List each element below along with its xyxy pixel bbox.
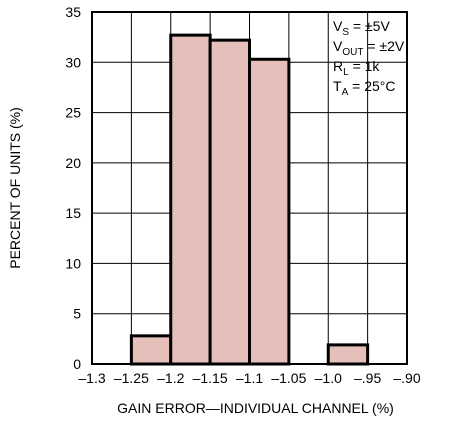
y-tick-labels: 0 5 10 15 20 25 30 35 — [65, 4, 81, 372]
y-tick-label: 30 — [65, 54, 81, 70]
x-tick-label: –.95 — [354, 370, 381, 386]
x-tick-labels: –1.3 –1.25 –1.2 –1.15 –1.1 –1.05 –1.0 –.95 –.90 — [78, 370, 420, 386]
y-tick-label: 35 — [65, 4, 81, 20]
x-axis-title: GAIN ERROR—INDIVIDUAL CHANNEL (%) — [117, 400, 394, 416]
y-tick-label: 15 — [65, 205, 81, 221]
y-tick-label: 5 — [73, 306, 81, 322]
x-tick-label: –1.15 — [193, 370, 228, 386]
x-tick-label: –1.3 — [78, 370, 105, 386]
condition-line: TA = 25°C — [333, 78, 395, 98]
x-tick-label: –1.25 — [114, 370, 149, 386]
histogram-bar — [326, 343, 370, 366]
histogram-bar — [248, 57, 291, 366]
y-tick-label: 10 — [65, 255, 81, 271]
histogram-bar — [208, 38, 251, 366]
x-tick-label: –1.0 — [315, 370, 342, 386]
x-tick-label: –1.1 — [236, 370, 263, 386]
bars — [129, 33, 370, 366]
y-tick-label: 0 — [73, 356, 81, 372]
histogram-bar — [129, 334, 173, 366]
condition-line: VS = ±5V — [333, 18, 390, 38]
y-axis-title: PERCENT OF UNITS (%) — [7, 107, 23, 269]
y-tick-label: 25 — [65, 105, 81, 121]
y-tick-label: 20 — [65, 155, 81, 171]
histogram-bar — [169, 33, 212, 366]
condition-line: RL = 1k — [333, 58, 380, 78]
x-tick-label: –1.05 — [271, 370, 306, 386]
condition-line: VOUT = ±2V — [333, 38, 405, 58]
x-tick-label: –1.2 — [157, 370, 184, 386]
x-tick-label: –.90 — [393, 370, 420, 386]
plot-frame — [91, 11, 408, 365]
